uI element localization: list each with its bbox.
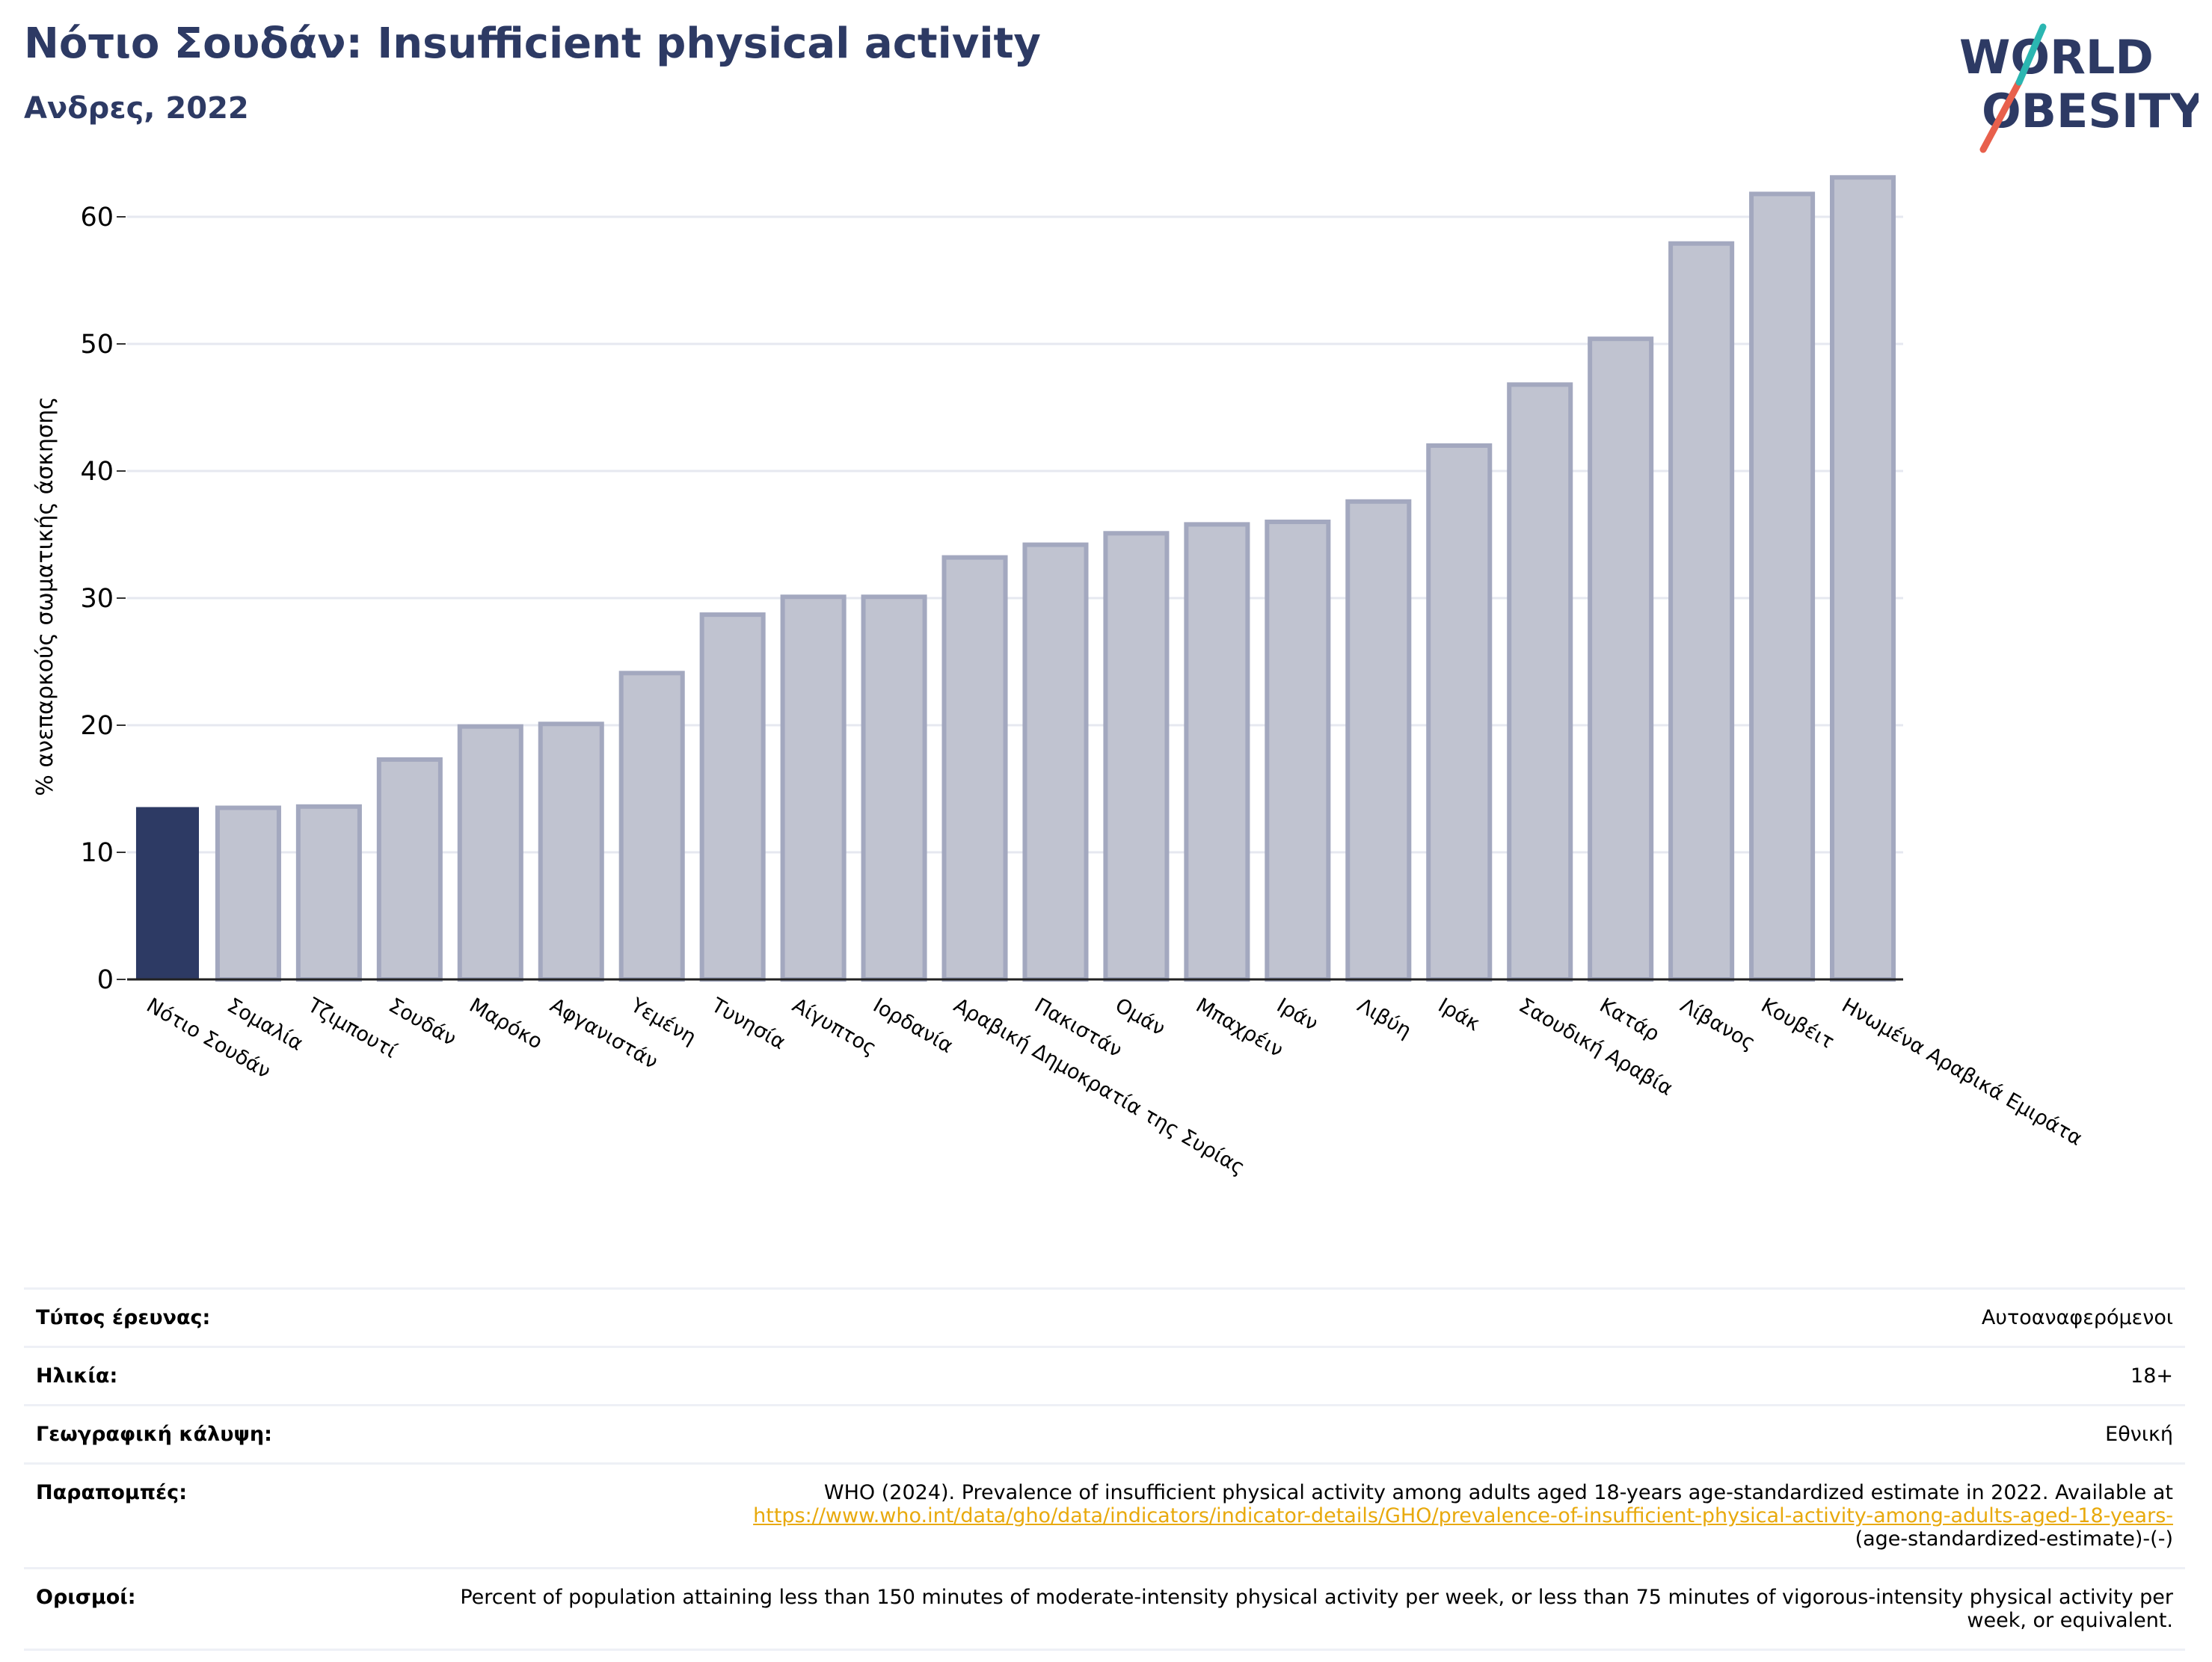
- bar: [1668, 241, 1735, 982]
- x-tick-label: Ομάν: [1111, 994, 1169, 1041]
- x-tick-label: Ιράν: [1273, 994, 1322, 1035]
- bar: [941, 555, 1008, 982]
- metadata-table: Τύπος έρευνας: Αυτοαναφερόμενοι Ηλικία: …: [24, 1287, 2185, 1652]
- meta-row-age: Ηλικία: 18+: [24, 1346, 2185, 1404]
- bar: [295, 804, 362, 982]
- x-tick-label: Κατάρ: [1596, 994, 1664, 1046]
- meta-value: Αυτοαναφερόμενοι: [1981, 1306, 2173, 1329]
- bars: [135, 175, 1896, 982]
- bar: [1022, 542, 1089, 982]
- chart-title: Νότιο Σουδάν: Insufficient physical acti…: [24, 19, 1041, 68]
- meta-value: WHO (2024). Prevalence of insufficient p…: [753, 1481, 2173, 1551]
- y-tick-label: 10: [80, 838, 114, 868]
- meta-label: Γεωγραφική κάλυψη:: [36, 1423, 272, 1447]
- meta-value: Percent of population attaining less tha…: [460, 1586, 2173, 1633]
- bar: [699, 612, 766, 982]
- x-tick-label: Σαουδική Αραβία: [1515, 994, 1677, 1101]
- bar: [1265, 520, 1331, 982]
- bar: [538, 721, 604, 982]
- bar: [780, 594, 847, 982]
- bar: [1749, 191, 1816, 982]
- bar-highlighted: [135, 807, 199, 980]
- bar: [1588, 336, 1654, 982]
- y-axis-ticks: 0 10 20 30 40 50 60: [80, 203, 126, 995]
- reference-text-end: (age-standardized-estimate)-(-): [1855, 1527, 2173, 1551]
- bar: [215, 805, 281, 982]
- y-tick-label: 20: [80, 711, 114, 741]
- x-tick-label: Τζιμπουτί: [304, 994, 401, 1063]
- x-tick-label: Κουβέιτ: [1757, 994, 1838, 1053]
- bar: [1103, 531, 1170, 982]
- y-axis-label: % ανεπαρκούς σωματικής άσκησης: [32, 396, 58, 795]
- y-tick-label: 30: [80, 584, 114, 614]
- x-tick-label: Αίγυπτος: [788, 994, 880, 1060]
- y-tick-label: 50: [80, 330, 114, 360]
- x-tick-label: Ηνωμένα Αραβικά Εμιράτα: [1838, 994, 2086, 1151]
- reference-link[interactable]: https://www.who.int/data/gho/data/indica…: [753, 1504, 2173, 1528]
- bar: [1345, 499, 1412, 982]
- meta-row-references: Παραπομπές: WHO (2024). Prevalence of in…: [24, 1462, 2185, 1567]
- x-tick-label: Μπαχρέιν: [1192, 994, 1287, 1062]
- bar: [1507, 382, 1573, 982]
- logo-line1: WORLD: [1959, 30, 2154, 84]
- meta-row-definitions: Ορισμοί: Percent of population attaining…: [24, 1567, 2185, 1652]
- x-tick-label: Λιβύη: [1354, 994, 1416, 1043]
- world-obesity-logo: WORLD OBESITY: [1959, 23, 2199, 153]
- logo-slash-lower: [1979, 79, 2023, 153]
- x-tick-label: Μαρόκο: [465, 994, 546, 1053]
- reference-text: WHO (2024). Prevalence of insufficient p…: [823, 1481, 2173, 1505]
- meta-label: Ορισμοί:: [36, 1586, 136, 1610]
- meta-value: Εθνική: [2105, 1423, 2173, 1447]
- x-tick-label: Λίβανος: [1677, 994, 1760, 1055]
- meta-label: Παραπομπές:: [36, 1481, 187, 1505]
- bar: [1426, 443, 1493, 982]
- bar: [1184, 522, 1250, 982]
- bar: [861, 594, 927, 982]
- meta-label: Ηλικία:: [36, 1364, 118, 1388]
- y-tick-label: 60: [80, 203, 114, 233]
- x-tick-label: Αραβική Δημοκρατία της Συρίας: [950, 994, 1249, 1180]
- x-tick-label: Ιορδανία: [869, 994, 957, 1058]
- meta-value: 18+: [2130, 1364, 2173, 1388]
- x-tick-label: Τυνησία: [707, 994, 789, 1055]
- meta-row-coverage: Γεωγραφική κάλυψη: Εθνική: [24, 1404, 2185, 1462]
- bar: [1830, 175, 1896, 982]
- x-tick-label: Ιράκ: [1434, 994, 1484, 1035]
- bar-chart: 0 10 20 30 40 50 60 Νότιο ΣουδάνΣομαλίαΤζιμπου…: [32, 175, 2086, 1180]
- bar: [618, 671, 685, 982]
- meta-row-survey-type: Τύπος έρευνας: Αυτοαναφερόμενοι: [24, 1287, 2185, 1346]
- logo-line2: OBESITY: [1982, 84, 2199, 138]
- bar: [376, 757, 443, 982]
- chart-subtitle: Ανδρες, 2022: [24, 91, 249, 126]
- y-tick-label: 0: [97, 965, 114, 995]
- meta-label: Τύπος έρευνας:: [36, 1306, 211, 1329]
- logo-slash-upper: [2015, 23, 2047, 86]
- y-tick-label: 40: [80, 457, 114, 487]
- bar: [457, 724, 523, 982]
